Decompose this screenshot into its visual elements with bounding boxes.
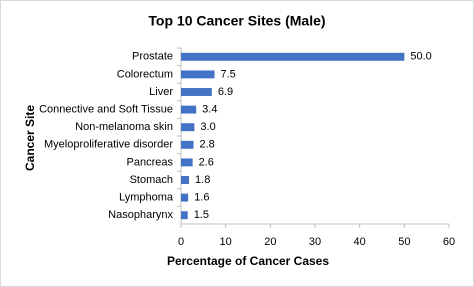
y-axis-label: Cancer Site [23, 105, 37, 171]
x-tick-label: 20 [264, 236, 276, 248]
bar [181, 176, 190, 184]
x-tick-label: 50 [398, 236, 410, 248]
x-axis-label: Percentage of Cancer Cases [167, 254, 329, 268]
y-tick-label: Connective and Soft Tissue [39, 104, 173, 116]
data-label: 3.4 [202, 104, 217, 116]
y-tick-label: Liver [149, 86, 173, 98]
data-label: 1.5 [194, 209, 209, 221]
y-tick-label: Nasopharynx [108, 209, 173, 221]
data-label: 1.8 [195, 174, 210, 186]
y-tick-label: Prostate [132, 51, 173, 63]
x-tick-label: 30 [309, 236, 321, 248]
bar [181, 140, 194, 149]
data-label: 2.6 [199, 156, 214, 168]
x-tick-label: 0 [178, 236, 184, 248]
y-tick-label: Colorectum [117, 68, 173, 80]
bar [181, 123, 195, 132]
bar [181, 70, 215, 79]
y-tick-label: Stomach [130, 174, 173, 186]
y-tick-label: Myeloproliferative disorder [44, 139, 173, 151]
data-label: 50.0 [410, 51, 431, 63]
bar [181, 105, 197, 114]
data-label: 2.8 [200, 139, 215, 151]
bar [181, 211, 188, 220]
y-tick-label: Lymphoma [119, 192, 174, 204]
y-tick-label: Non-melanoma skin [75, 121, 173, 133]
data-label: 6.9 [218, 86, 233, 98]
y-tick-label: Pancreas [127, 156, 174, 168]
x-tick-label: 40 [354, 236, 366, 248]
data-label: 1.6 [194, 192, 209, 204]
bar [181, 88, 212, 96]
bar [181, 158, 193, 167]
x-tick-label: 60 [443, 236, 455, 248]
data-label: 7.5 [221, 68, 236, 80]
chart-title: Top 10 Cancer Sites (Male) [148, 13, 325, 29]
x-tick-label: 10 [220, 236, 232, 248]
bar [181, 52, 405, 61]
bar [181, 193, 189, 202]
data-label: 3.0 [200, 121, 215, 133]
